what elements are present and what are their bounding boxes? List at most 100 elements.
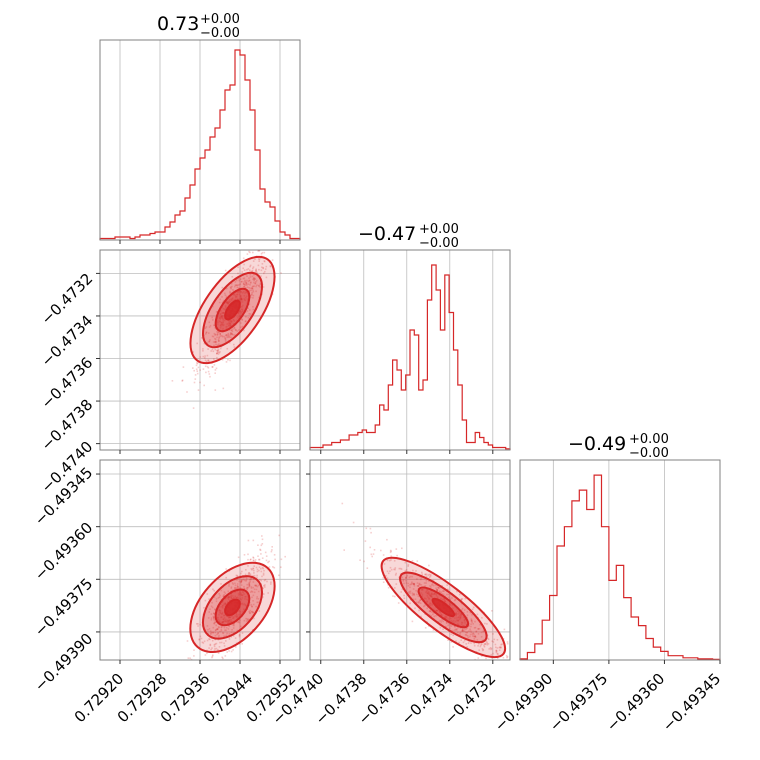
title-param3-value: −0.49 (568, 433, 626, 455)
scatter-point (230, 636, 233, 638)
scatter-point (483, 645, 486, 648)
scatter-point (235, 574, 238, 577)
scatter-point (199, 369, 201, 371)
scatter-point (223, 595, 225, 597)
scatter-point (182, 366, 185, 368)
scatter-point (211, 366, 213, 368)
scatter-point (212, 654, 214, 656)
scatter-point (190, 658, 193, 660)
scatter-point (211, 316, 213, 319)
scatter-point (211, 348, 214, 351)
scatter-point (258, 250, 260, 252)
contour-line (189, 561, 276, 653)
scatter-point (429, 585, 431, 587)
scatter-point (248, 572, 250, 574)
scatter-point (248, 618, 250, 621)
scatter-point (229, 359, 231, 362)
scatter-point (225, 576, 227, 579)
scatter-point (212, 350, 215, 353)
scatter-point (237, 272, 239, 275)
scatter-point (413, 585, 416, 587)
x-tick-label: −0.49345 (659, 670, 724, 735)
scatter-point (266, 580, 268, 583)
scatter-point (228, 570, 230, 572)
panel-frame (519, 459, 721, 661)
scatter-point (413, 583, 416, 585)
scatter-point (228, 625, 231, 628)
scatter-point (481, 617, 483, 619)
scatter-point (219, 594, 221, 597)
scatter-point (437, 586, 440, 589)
scatter-point (261, 543, 264, 545)
scatter-point (210, 613, 213, 615)
scatter-point (253, 565, 255, 567)
scatter-point (237, 287, 240, 289)
scatter-point (236, 284, 239, 286)
scatter-point (412, 582, 414, 585)
scatter-point (479, 623, 481, 626)
scatter-point (273, 566, 276, 569)
scatter-point (455, 629, 458, 631)
scatter-point (210, 617, 213, 619)
scatter-point (407, 585, 410, 587)
scatter-point (256, 585, 259, 588)
scatter-point (190, 671, 192, 673)
scatter-point (213, 364, 216, 366)
scatter-point (442, 628, 444, 630)
scatter-point (399, 567, 402, 570)
scatter-point (252, 297, 254, 299)
scatter-point (468, 630, 470, 632)
scatter-point (474, 636, 477, 638)
scatter-point (222, 632, 224, 634)
scatter-point (466, 632, 468, 634)
scatter-point (418, 582, 421, 585)
scatter-point (411, 575, 413, 578)
scatter-point (241, 643, 243, 645)
scatter-point (483, 644, 485, 647)
scatter-point (261, 246, 263, 248)
scatter-point (203, 342, 206, 345)
scatter-point (250, 610, 253, 613)
scatter-point (392, 595, 394, 597)
scatter-point (477, 628, 480, 630)
scatter-point (234, 285, 236, 288)
scatter-point (252, 278, 254, 281)
scatter-point (410, 583, 413, 586)
scatter-point (236, 330, 239, 332)
scatter-point (260, 275, 262, 277)
scatter-point (220, 589, 223, 592)
scatter-point (236, 583, 239, 585)
scatter-point (251, 596, 253, 599)
scatter-point (245, 569, 247, 571)
scatter-point (246, 279, 248, 282)
scatter-point (240, 580, 242, 583)
scatter-point (228, 585, 230, 587)
scatter-point (236, 579, 238, 581)
scatter-point (208, 361, 210, 363)
scatter-point (420, 598, 422, 601)
scatter-point (171, 380, 174, 382)
scatter-point (415, 570, 417, 572)
scatter-point (206, 652, 208, 655)
scatter-point (431, 583, 434, 585)
scatter-point (427, 625, 430, 627)
scatter-point (476, 639, 479, 641)
scatter-point (206, 649, 208, 652)
scatter-point (217, 333, 219, 336)
contour-line (417, 586, 470, 629)
scatter-point (461, 607, 464, 610)
scatter-point (255, 290, 257, 293)
scatter-point (263, 579, 266, 582)
scatter-point (496, 669, 498, 671)
scatter-point (236, 588, 238, 590)
scatter-point (228, 650, 230, 652)
scatter-point (459, 627, 462, 629)
scatter-point (223, 335, 226, 338)
scatter-point (241, 318, 243, 321)
scatter-point (490, 647, 493, 650)
scatter-point (264, 270, 266, 273)
scatter-point (213, 358, 215, 360)
scatter-point (258, 579, 261, 581)
scatter-point (222, 657, 224, 660)
scatter-point (412, 588, 415, 590)
